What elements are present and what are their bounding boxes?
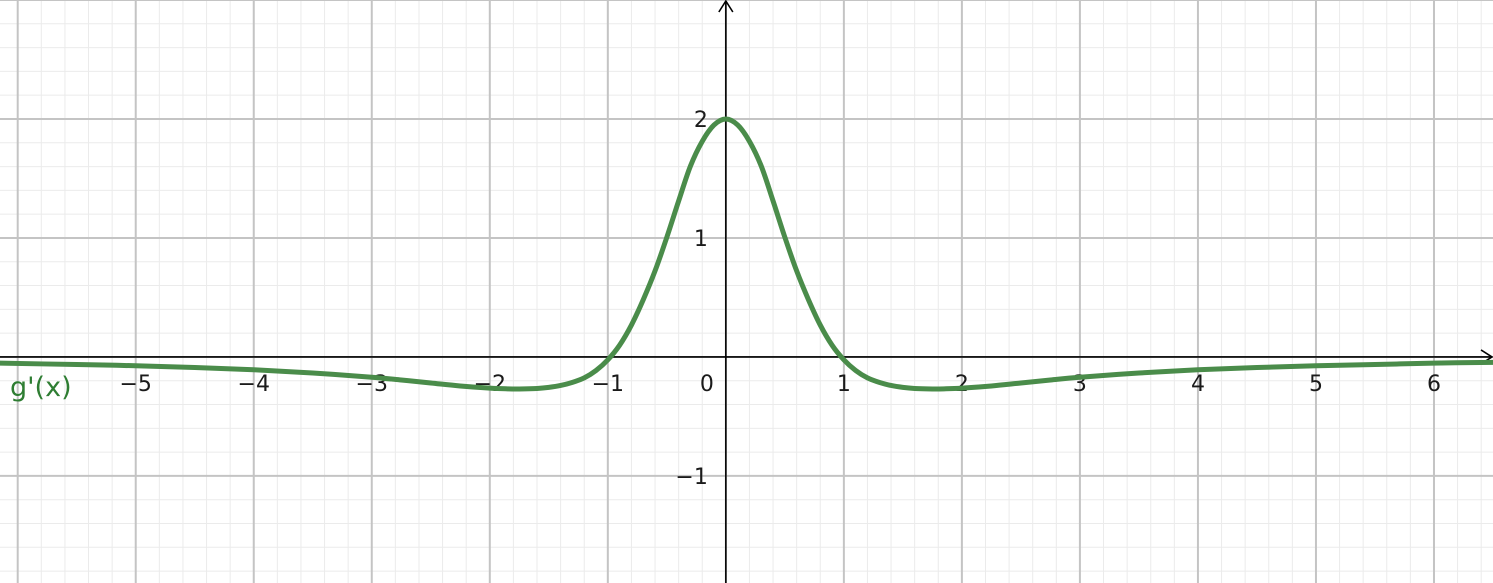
x-tick-label: 1	[837, 372, 851, 397]
x-tick-label: −1	[592, 372, 624, 397]
g-prime-curve	[0, 116, 1493, 392]
function-label: g'(x)	[10, 372, 72, 403]
x-tick-label: 4	[1191, 372, 1205, 397]
x-tick-label: −2	[474, 372, 506, 397]
y-axis-arrow-icon	[718, 0, 734, 13]
y-tick-label: 1	[694, 227, 708, 252]
curves	[0, 116, 1493, 392]
x-tick-label: −5	[120, 372, 152, 397]
x-tick-label: 0	[700, 372, 714, 397]
y-tick-label: 2	[694, 108, 708, 133]
y-tick-labels: 2 1 −1	[675, 108, 707, 490]
x-tick-label: −4	[238, 372, 270, 397]
y-tick-label: −1	[675, 465, 707, 490]
x-tick-label: 5	[1309, 372, 1323, 397]
x-tick-label: 6	[1427, 372, 1441, 397]
x-tick-label: 2	[955, 372, 969, 397]
